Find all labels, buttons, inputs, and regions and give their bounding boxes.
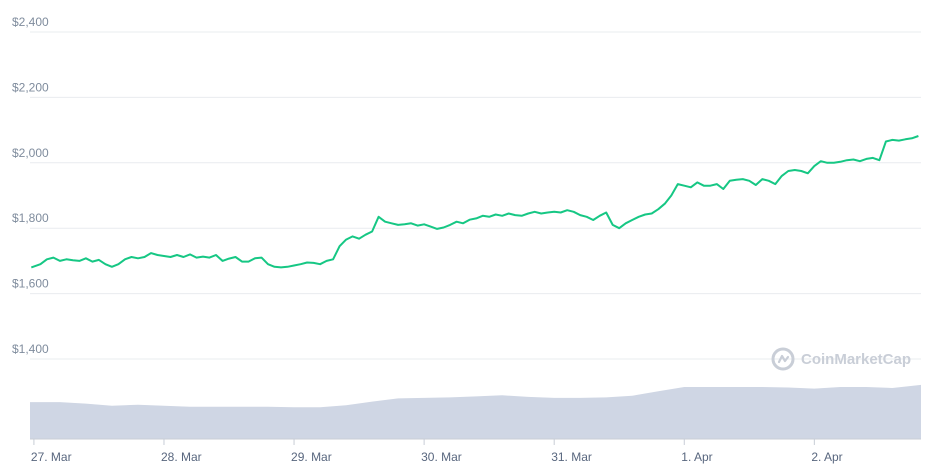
y-tick-label: $1,400 [12,342,49,356]
x-tick-label: 31. Mar [551,450,592,464]
x-axis: 27. Mar 28. Mar 29. Mar 30. Mar 31. Mar 1. Ap… [30,438,921,464]
volume-area [30,384,921,439]
x-tick-label: 29. Mar [291,450,332,464]
x-tick-label: 28. Mar [161,450,202,464]
coinmarketcap-logo-icon [771,347,795,371]
coinmarketcap-watermark: CoinMarketCap [771,347,911,371]
watermark-text: CoinMarketCap [801,351,911,368]
x-tick-label: 27. Mar [31,450,72,464]
x-tick-label: 1. Apr [681,450,712,464]
price-line [30,135,919,269]
x-tick-label: 2. Apr [811,450,842,464]
y-tick-label: $2,200 [12,80,49,94]
y-tick-label: $1,800 [12,211,49,225]
y-tick-label: $1,600 [12,277,49,291]
y-tick-label: $2,000 [12,146,49,160]
grid [30,31,921,360]
y-tick-label: $2,400 [12,15,49,29]
volume-area-layer [30,384,921,439]
x-tick-label: 30. Mar [421,450,462,464]
price-line-layer [30,135,919,269]
y-axis: $1,400 $1,600 $1,800 $2,000 $2,200 $2,400 [12,15,49,356]
